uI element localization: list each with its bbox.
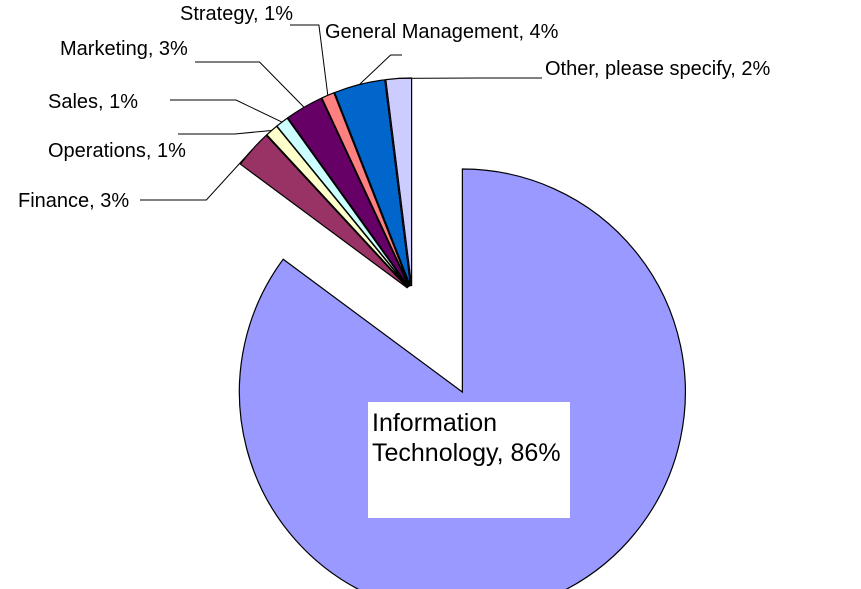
leader-line — [358, 54, 402, 85]
slice-label: Sales, 1% — [48, 91, 138, 113]
leader-line — [195, 61, 305, 108]
slice-label: Strategy, 1% — [180, 3, 293, 25]
slice-label: Other, please specify, 2% — [545, 58, 771, 80]
leader-line — [178, 129, 272, 135]
leader-line — [170, 99, 283, 123]
slice — [286, 97, 410, 288]
slice — [321, 92, 411, 287]
slice-label: Marketing, 3% — [60, 38, 188, 60]
leader-line — [140, 148, 254, 201]
slice-label: Operations, 1% — [48, 140, 186, 162]
slice-label: Finance, 3% — [18, 190, 129, 212]
slice — [239, 134, 408, 289]
leader-line — [290, 24, 329, 96]
slice — [333, 79, 412, 287]
slice-label: General Management, 4% — [325, 21, 559, 43]
slice-label: Information Technology, 86% — [368, 402, 570, 518]
slice — [238, 168, 686, 589]
